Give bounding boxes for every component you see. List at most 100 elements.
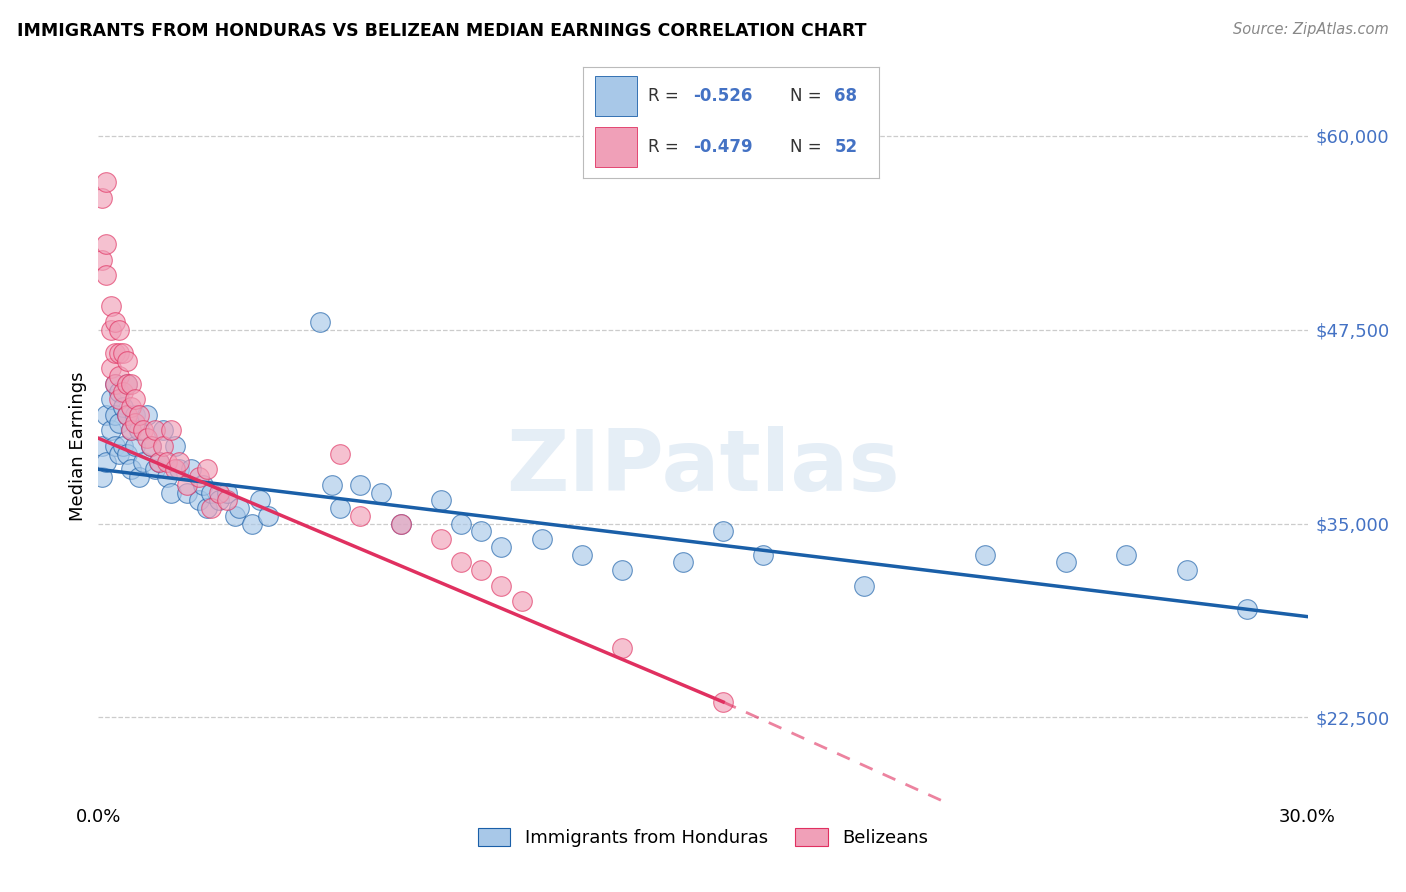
Point [195,462,218,476]
Point [228,501,250,516]
Point [107,392,129,407]
Point [156,454,179,468]
Point [349,477,371,491]
Text: IMMIGRANTS FROM HONDURAS VS BELIZEAN MEDIAN EARNINGS CORRELATION CHART: IMMIGRANTS FROM HONDURAS VS BELIZEAN MED… [17,22,866,40]
Point [132,424,155,438]
Point [1175,563,1198,577]
Point [853,579,876,593]
Point [115,408,138,422]
Point [120,462,142,476]
Legend: Immigrants from Honduras, Belizeans: Immigrants from Honduras, Belizeans [471,821,935,855]
Point [120,376,142,391]
Point [91,252,114,267]
Point [188,493,211,508]
Point [160,485,183,500]
Point [389,516,412,531]
Point [711,695,734,709]
Point [100,392,122,407]
Point [672,555,695,569]
Point [309,315,332,329]
Text: N =: N = [790,87,827,105]
Point [100,323,122,337]
Point [111,384,134,399]
Point [256,508,278,523]
Point [135,408,157,422]
Point [711,524,734,539]
Point [188,470,211,484]
Point [208,493,231,508]
Point [470,563,492,577]
Point [139,439,162,453]
Point [107,346,129,360]
Point [195,501,218,516]
Point [491,579,513,593]
Point [163,462,186,476]
Point [612,640,634,655]
Point [124,416,146,430]
Point [240,516,263,531]
Point [180,462,202,476]
Point [96,237,118,252]
Point [752,548,775,562]
Point [96,408,118,422]
Point [612,563,634,577]
Text: -0.526: -0.526 [693,87,752,105]
Point [217,485,239,500]
Point [389,516,412,531]
Point [176,477,198,491]
Point [120,401,142,415]
Point [200,485,222,500]
Point [370,485,392,500]
Point [91,191,114,205]
Point [193,477,215,491]
Point [450,516,472,531]
Point [321,477,343,491]
Point [115,376,138,391]
Point [103,376,125,391]
Point [349,508,371,523]
Point [91,470,114,484]
Point [111,401,134,415]
Point [224,508,246,523]
Point [430,493,453,508]
Point [167,454,190,468]
Point [329,501,352,516]
Point [1054,555,1077,569]
Point [115,408,138,422]
Point [163,439,186,453]
Point [152,424,174,438]
Point [107,447,129,461]
Point [1115,548,1137,562]
Point [430,532,453,546]
Point [115,376,138,391]
Point [100,299,122,313]
Bar [595,76,637,116]
Text: Source: ZipAtlas.com: Source: ZipAtlas.com [1233,22,1389,37]
Point [139,439,162,453]
Point [96,268,118,283]
Text: -0.479: -0.479 [693,138,752,156]
Text: ZIPatlas: ZIPatlas [506,425,900,509]
Text: N =: N = [790,138,827,156]
Point [450,555,472,569]
Point [124,392,146,407]
Point [107,323,129,337]
Point [124,439,146,453]
Point [135,431,157,445]
Point [107,369,129,384]
Point [571,548,593,562]
Point [115,353,138,368]
Point [120,424,142,438]
Point [249,493,271,508]
Point [103,315,125,329]
Point [156,470,179,484]
Point [491,540,513,554]
Text: 68: 68 [835,87,858,105]
Point [152,439,174,453]
Point [510,594,533,608]
Point [103,346,125,360]
Point [132,454,155,468]
Point [974,548,997,562]
Point [107,416,129,430]
Point [91,439,114,453]
